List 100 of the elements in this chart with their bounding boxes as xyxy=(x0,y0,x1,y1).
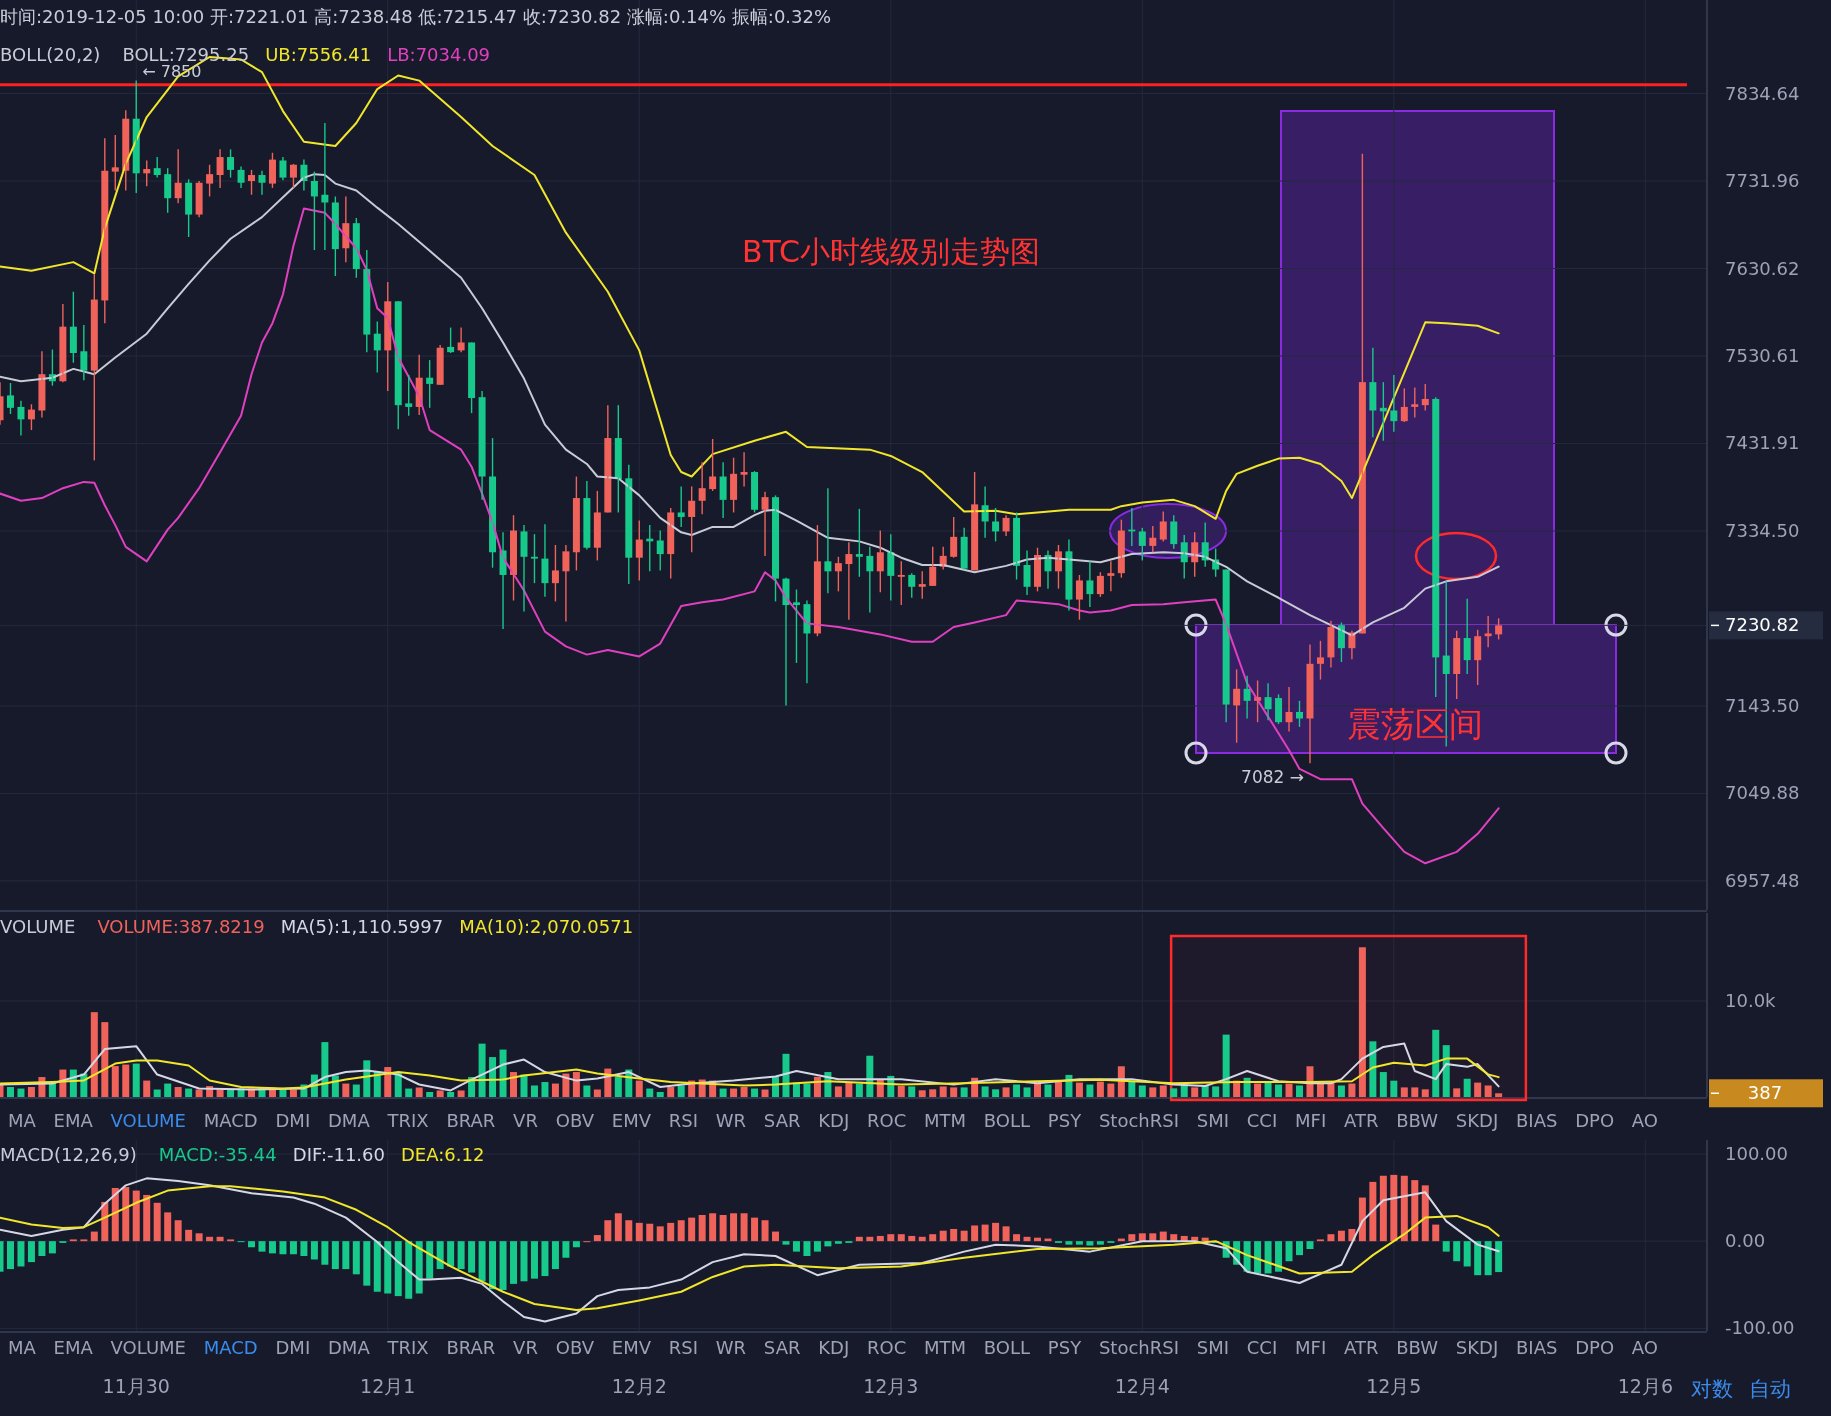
bar xyxy=(122,1187,130,1242)
bar xyxy=(646,1088,654,1097)
bar xyxy=(929,1234,937,1242)
bar xyxy=(887,1234,895,1242)
bar xyxy=(1128,1234,1136,1242)
bar xyxy=(667,1222,675,1242)
bar xyxy=(489,1241,497,1290)
bar xyxy=(1013,1234,1021,1242)
bar xyxy=(1442,1241,1450,1252)
bar xyxy=(457,1241,465,1270)
bar xyxy=(583,1085,591,1097)
bar xyxy=(1138,1085,1146,1097)
bar xyxy=(101,1022,109,1097)
bar xyxy=(1474,1241,1482,1276)
bar xyxy=(1495,1241,1503,1273)
bar xyxy=(635,1080,643,1097)
bar xyxy=(834,1241,842,1244)
bar xyxy=(1002,1226,1010,1242)
bar xyxy=(1463,1241,1471,1267)
bar xyxy=(1285,1241,1293,1262)
bar xyxy=(1463,1078,1471,1097)
y-tick-label: 100.00 xyxy=(1725,1142,1788,1164)
y-tick-label: -100.00 xyxy=(1725,1317,1795,1339)
bar xyxy=(1296,1085,1304,1097)
bar xyxy=(897,1085,905,1097)
bar xyxy=(1453,1088,1461,1097)
bar xyxy=(268,1241,276,1254)
y-tick-label: 7334.50 xyxy=(1725,519,1800,541)
bar xyxy=(1306,1241,1314,1250)
bar xyxy=(1421,1089,1429,1097)
bar xyxy=(111,1066,119,1097)
bar xyxy=(342,1083,350,1097)
bar xyxy=(1369,1041,1377,1097)
axis-value-tag: 387 xyxy=(1709,1079,1823,1108)
bar xyxy=(1075,1082,1083,1097)
bar xyxy=(792,1082,800,1097)
x-tick-label: 12月2 xyxy=(611,1375,667,1397)
bar xyxy=(656,1226,664,1242)
bar xyxy=(499,1241,507,1291)
bar xyxy=(677,1220,685,1242)
bar xyxy=(352,1241,360,1275)
bar xyxy=(782,1241,790,1245)
y-tick-label: 7630.62 xyxy=(1725,257,1800,279)
bar xyxy=(939,1086,947,1097)
bar xyxy=(394,1241,402,1297)
bar xyxy=(1390,1174,1398,1242)
bar xyxy=(572,1241,580,1248)
bar xyxy=(614,1213,622,1242)
bar xyxy=(1023,1236,1031,1242)
x-tick-label: 12月4 xyxy=(1114,1375,1170,1397)
bar xyxy=(468,1241,476,1273)
bar xyxy=(1054,1080,1062,1097)
bar xyxy=(1358,1197,1366,1242)
bar xyxy=(143,1194,151,1242)
bar xyxy=(1337,1085,1345,1097)
bar xyxy=(635,1222,643,1242)
bar xyxy=(1212,1086,1220,1097)
bar xyxy=(17,1241,25,1267)
bar xyxy=(1306,1066,1314,1097)
bar xyxy=(447,1092,455,1097)
bar xyxy=(950,1087,958,1097)
bar xyxy=(761,1089,769,1097)
bar xyxy=(593,1235,601,1242)
bar xyxy=(1285,1083,1293,1097)
bar xyxy=(992,1222,1000,1242)
bar xyxy=(415,1241,423,1294)
bar xyxy=(426,1241,434,1279)
bar xyxy=(541,1241,549,1277)
bar xyxy=(551,1083,559,1097)
bar xyxy=(1400,1175,1408,1242)
bar xyxy=(530,1241,538,1279)
bar xyxy=(1044,1084,1052,1097)
bar xyxy=(960,1087,968,1097)
annotation: 7082 → xyxy=(1241,767,1304,788)
bar xyxy=(321,1042,329,1097)
y-tick-label: 0.00 xyxy=(1725,1230,1766,1252)
bar xyxy=(897,1234,905,1242)
bar xyxy=(174,1087,182,1097)
bar xyxy=(289,1241,297,1255)
bar xyxy=(530,1085,538,1097)
y-tick-label: 7834.64 xyxy=(1725,82,1800,104)
bar xyxy=(1411,1180,1419,1242)
bar xyxy=(426,1092,434,1097)
bar xyxy=(1222,1034,1230,1097)
bar xyxy=(195,1233,203,1242)
bar xyxy=(384,1067,392,1097)
bar xyxy=(405,1241,413,1299)
bar xyxy=(751,1217,759,1242)
bar xyxy=(1159,1085,1167,1097)
bar xyxy=(1421,1185,1429,1242)
bar xyxy=(1379,1175,1387,1242)
bar xyxy=(1086,1241,1094,1246)
bar xyxy=(143,1080,151,1097)
bar xyxy=(478,1043,486,1097)
bar xyxy=(331,1241,339,1270)
bar xyxy=(1432,1029,1440,1097)
bar xyxy=(279,1241,287,1255)
bar xyxy=(174,1220,182,1242)
bar xyxy=(625,1220,633,1242)
text: 自动 xyxy=(1749,1377,1791,1401)
